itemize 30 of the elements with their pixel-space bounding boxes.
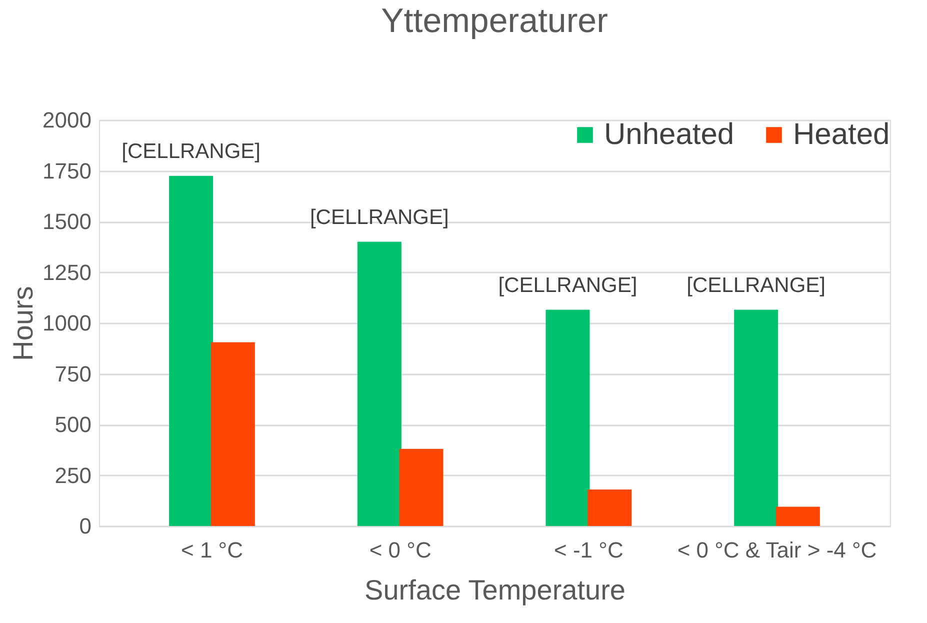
bar [546, 310, 590, 526]
y-tick-label: 2000 [42, 108, 92, 132]
y-tick-label: 750 [54, 361, 92, 386]
x-tick-label: < 0 °C & Tair > -4 °C [677, 538, 877, 562]
y-tick-label: 0 [79, 514, 92, 538]
y-tick-label: 1000 [42, 310, 92, 336]
x-tick-label: < 0 °C [369, 538, 432, 562]
bar [776, 506, 820, 526]
y-tick-label: 1750 [42, 158, 92, 184]
legend-label: Heated [793, 118, 890, 151]
bar [169, 176, 214, 526]
bar [357, 242, 402, 526]
legend-label: Unheated [604, 118, 734, 151]
x-axis-title: Surface Temperature [364, 574, 626, 606]
bar [734, 310, 778, 526]
y-tick-label: 500 [54, 412, 92, 437]
y-tick-label: 1250 [42, 260, 92, 285]
data-label: [CELLRANGE] [310, 206, 449, 229]
x-tick-label: < 1 °C [181, 538, 244, 562]
chart-title: Yttemperaturer [381, 2, 608, 40]
bar [399, 448, 444, 526]
data-label: [CELLRANGE] [686, 274, 826, 297]
bar [210, 342, 255, 526]
data-label: [CELLRANGE] [122, 140, 261, 163]
data-label: [CELLRANGE] [498, 274, 638, 297]
y-tick-label: 250 [54, 462, 92, 488]
y-tick-label: 1500 [42, 209, 92, 234]
bar [588, 489, 632, 526]
x-tick-label: < -1 °C [554, 538, 624, 562]
y-axis-title: Hours [8, 286, 39, 361]
